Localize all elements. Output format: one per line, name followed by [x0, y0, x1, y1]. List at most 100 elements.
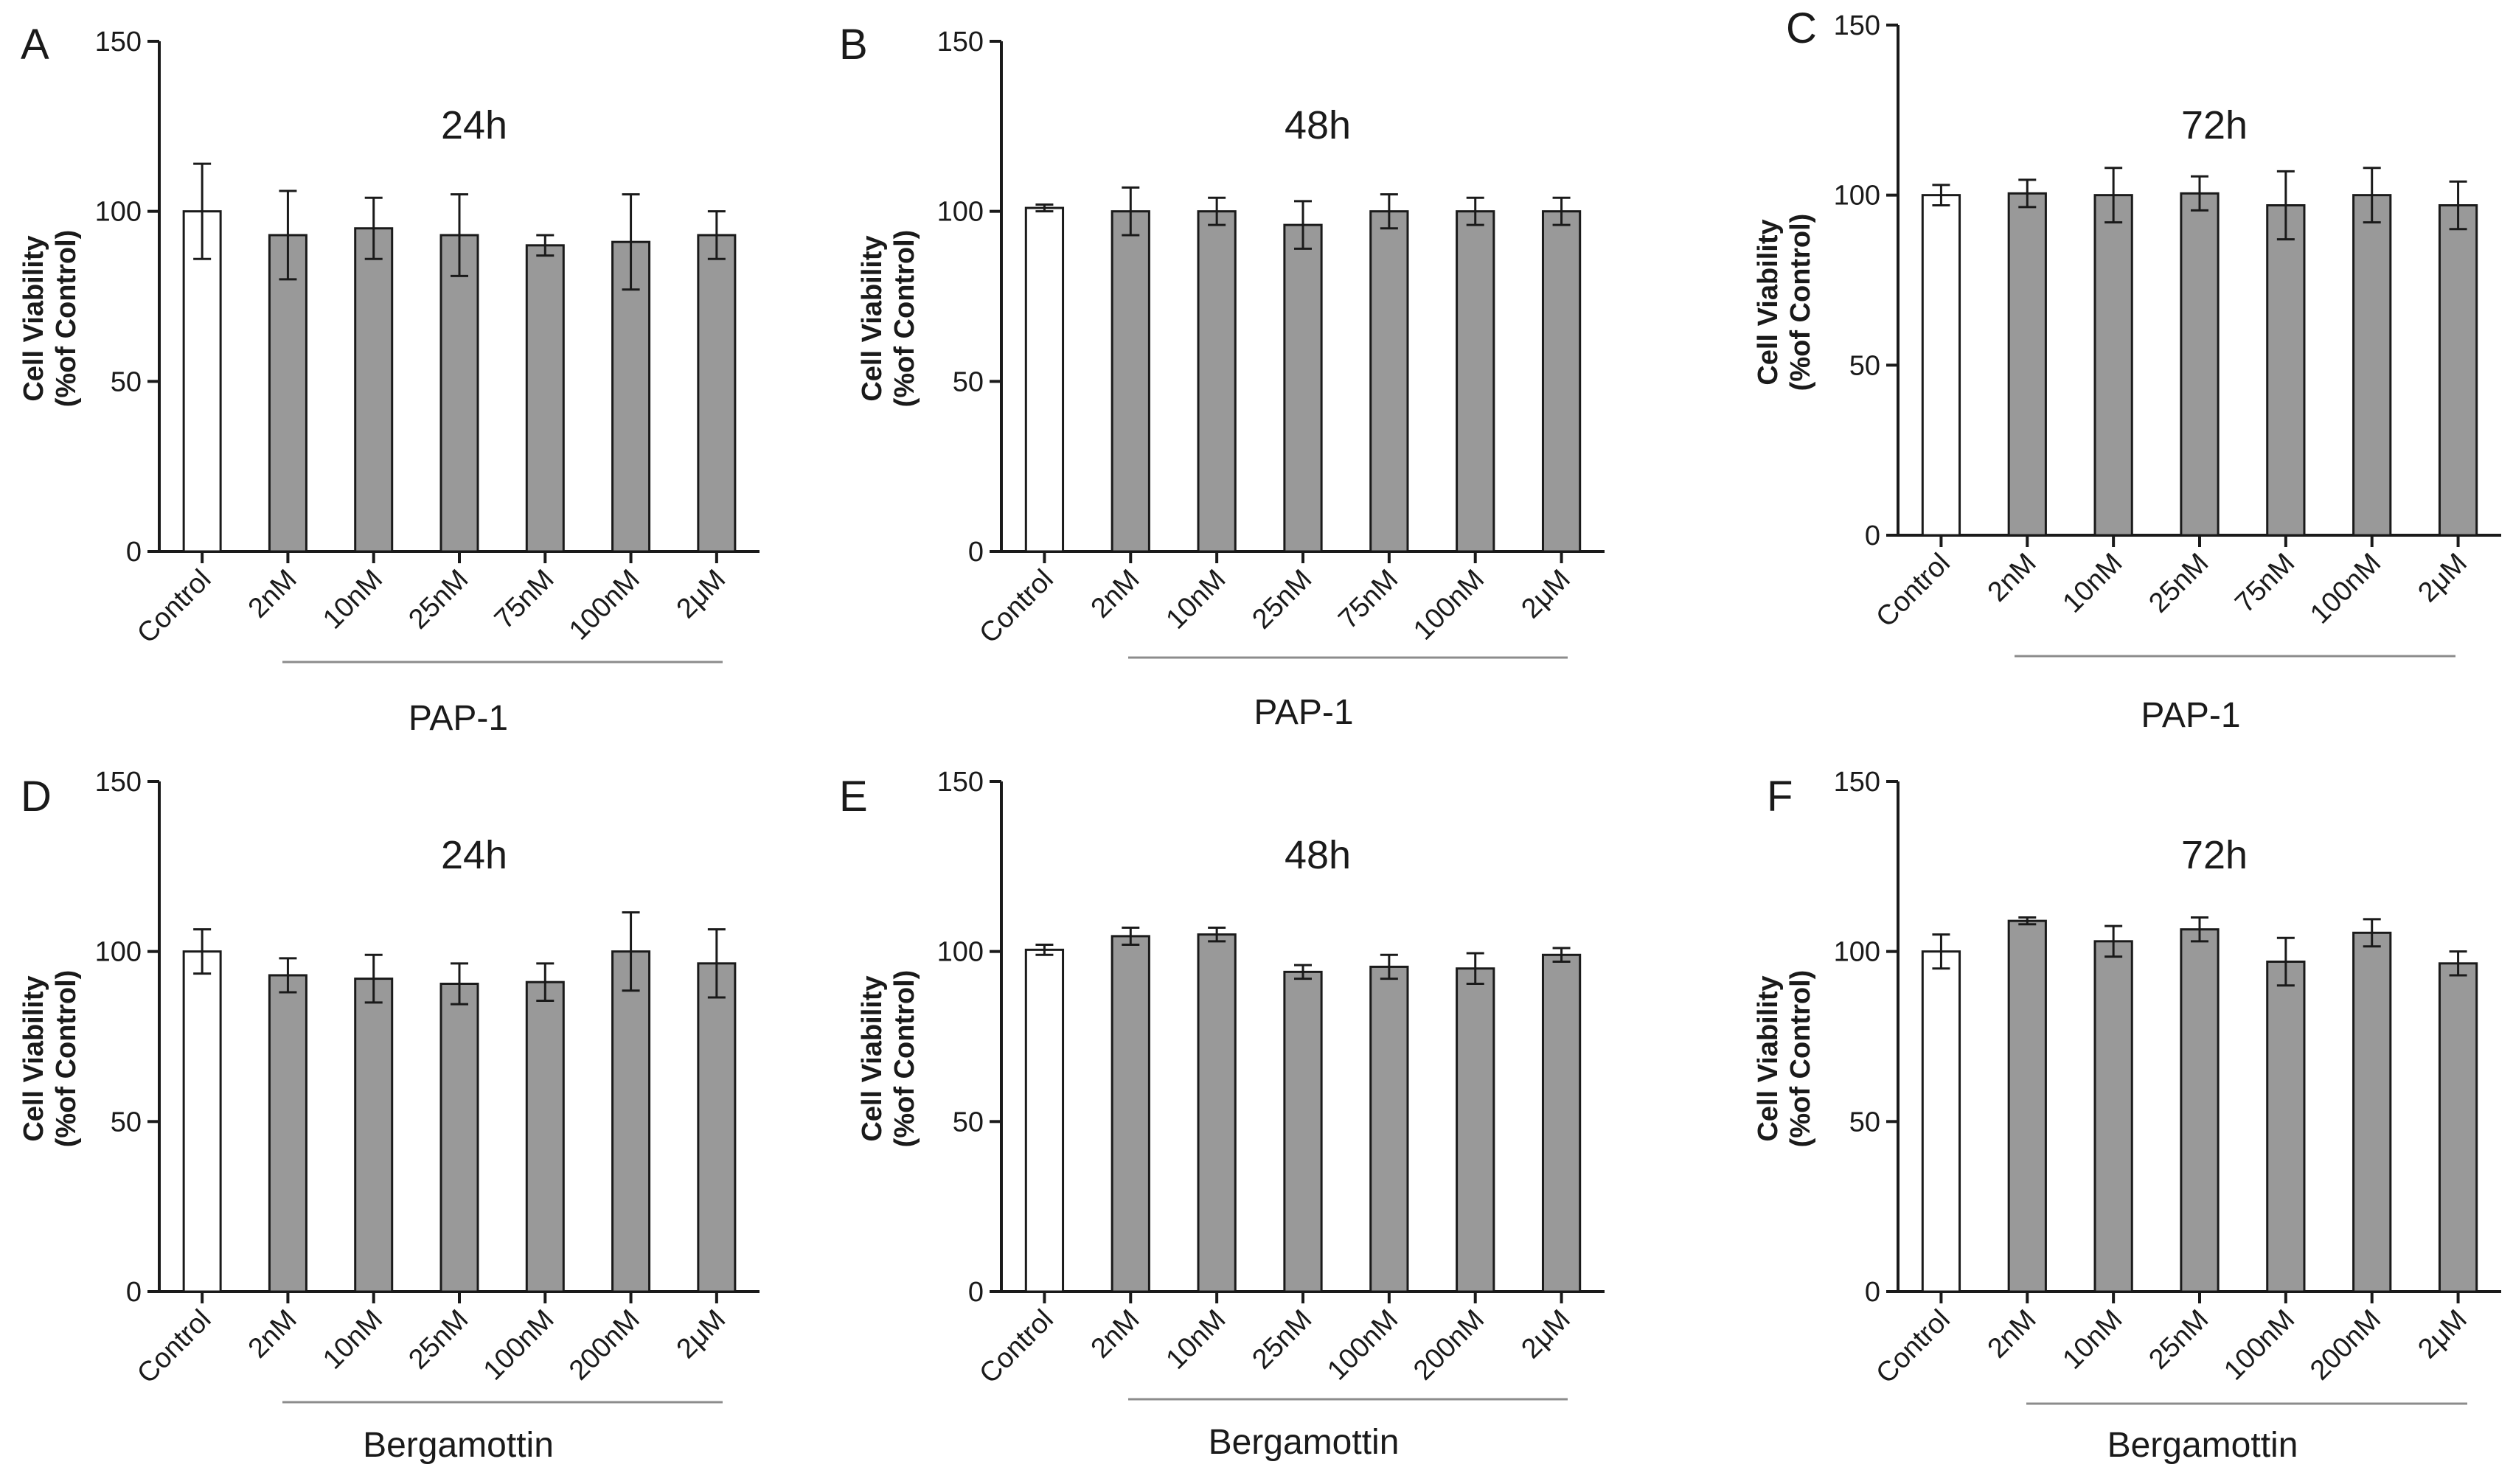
panel-e: E 48h Cell Viability (%of Control) 0 50 100 150…: [839, 767, 1605, 1462]
bar: [697, 962, 737, 1293]
chart-title: 72h: [2181, 103, 2248, 147]
y-tick-label: 0: [126, 1277, 142, 1308]
bar: [2352, 194, 2392, 537]
y-tick-label: 0: [126, 537, 142, 568]
bar: [1369, 965, 1409, 1293]
y-axis-label: (%of Control): [51, 970, 82, 1148]
x-tick-label: 10nM: [1161, 1304, 1232, 1376]
bar: [2093, 194, 2133, 537]
y-tick-label: 50: [1849, 350, 1880, 381]
bar: [182, 210, 222, 553]
bar: [1921, 950, 1961, 1293]
panel-letter: C: [1786, 4, 1817, 52]
x-tick-label: 2nM: [1982, 548, 2043, 608]
y-tick-label: 50: [111, 366, 142, 397]
bar: [1110, 935, 1150, 1293]
x-tick-label: Control: [973, 564, 1059, 649]
y-tick-label: 50: [111, 1107, 142, 1138]
bar: [1456, 210, 1495, 553]
y-tick-label: 150: [937, 767, 984, 798]
y-axis-label: Cell Viability: [18, 975, 49, 1141]
y-tick-label: 0: [968, 1277, 984, 1308]
bar: [1110, 210, 1150, 553]
bar: [525, 980, 565, 1293]
bar: [1541, 210, 1582, 553]
x-tick-label: 25nM: [403, 564, 474, 635]
x-tick-label: 100nM: [1321, 1304, 1404, 1387]
bar: [525, 244, 565, 553]
y-tick-label: 150: [95, 767, 142, 798]
y-tick-label: 100: [1834, 181, 1880, 212]
y-axis-label: Cell Viability: [1753, 975, 1784, 1141]
x-tick-label: 25nM: [1246, 564, 1318, 635]
x-tick-label: 10nM: [1161, 564, 1232, 635]
bar: [1197, 933, 1237, 1293]
x-tick-label: 2μM: [671, 1304, 732, 1365]
bar: [2093, 940, 2133, 1293]
x-tick-label: Control: [1870, 548, 1956, 633]
panel-c: C 72h Cell Viability (%of Control) 0 50 100 150…: [1753, 4, 2501, 735]
bar: [2007, 192, 2047, 537]
x-tick-label: 10nM: [2057, 548, 2129, 619]
y-tick-label: 50: [953, 366, 984, 397]
group-label: Bergamottin: [363, 1426, 554, 1465]
chart-title: 72h: [2181, 833, 2248, 877]
bar: [1197, 210, 1237, 553]
y-axis-label: Cell Viability: [857, 235, 888, 401]
x-tick-label: 10nM: [317, 564, 389, 635]
y-tick-label: 150: [1834, 10, 1880, 41]
x-tick-label: 200nM: [2304, 1304, 2387, 1387]
x-tick-label: 2μM: [1515, 1304, 1577, 1365]
y-axis-label: Cell Viability: [18, 235, 49, 401]
y-tick-label: 150: [1834, 767, 1880, 798]
x-tick-label: 75nM: [489, 564, 560, 635]
group-label: Bergamottin: [2107, 1426, 2298, 1465]
panel-b: B 48h Cell Viability (%of Control) 0 50 100 150…: [839, 21, 1605, 732]
panel-d: D 24h Cell Viability (%of Control) 0 50 100 150…: [18, 767, 760, 1465]
x-tick-label: Control: [1870, 1304, 1956, 1390]
group-label: PAP-1: [409, 699, 508, 738]
x-tick-label: 75nM: [1332, 564, 1404, 635]
bar: [2266, 961, 2306, 1293]
x-tick-label: 2μM: [2412, 548, 2473, 609]
chart-title: 48h: [1285, 833, 1351, 877]
bar: [611, 950, 651, 1293]
x-tick-label: 200nM: [1408, 1304, 1490, 1387]
y-axis-label: Cell Viability: [1753, 219, 1784, 385]
panel-letter: A: [21, 21, 49, 69]
bar: [439, 982, 479, 1293]
bar: [2266, 204, 2306, 537]
y-axis-label: Cell Viability: [857, 975, 888, 1141]
x-tick-label: 100nM: [563, 564, 646, 647]
x-tick-label: 2nM: [1982, 1304, 2043, 1365]
x-tick-label: 25nM: [2143, 1304, 2214, 1376]
bar: [1024, 206, 1065, 553]
y-tick-label: 150: [95, 27, 142, 58]
panel-letter: E: [839, 773, 868, 821]
bar: [439, 234, 479, 553]
chart-title: 24h: [441, 103, 507, 147]
group-label: PAP-1: [2141, 696, 2240, 735]
y-tick-label: 100: [937, 937, 984, 968]
bar: [1283, 970, 1323, 1293]
x-tick-label: Control: [131, 1304, 217, 1390]
x-tick-label: 100nM: [1408, 564, 1490, 647]
bar: [1541, 953, 1582, 1293]
bar: [354, 978, 394, 1293]
y-tick-label: 100: [1834, 937, 1880, 968]
x-tick-label: 2μM: [1515, 564, 1577, 625]
group-label: PAP-1: [1254, 693, 1353, 732]
y-tick-label: 0: [1865, 1277, 1880, 1308]
x-tick-label: 2nM: [1085, 1304, 1146, 1365]
y-tick-label: 150: [937, 27, 984, 58]
bar: [2352, 931, 2392, 1293]
bar: [268, 974, 307, 1293]
y-axis-label: (%of Control): [1785, 970, 1816, 1148]
panel-letter: F: [1767, 773, 1793, 821]
x-tick-label: 100nM: [2304, 548, 2387, 630]
bar: [1921, 194, 1961, 537]
bar: [2180, 928, 2220, 1293]
group-label: Bergamottin: [1209, 1423, 1400, 1462]
bar: [1369, 210, 1409, 553]
y-axis-label: (%of Control): [1785, 214, 1816, 391]
